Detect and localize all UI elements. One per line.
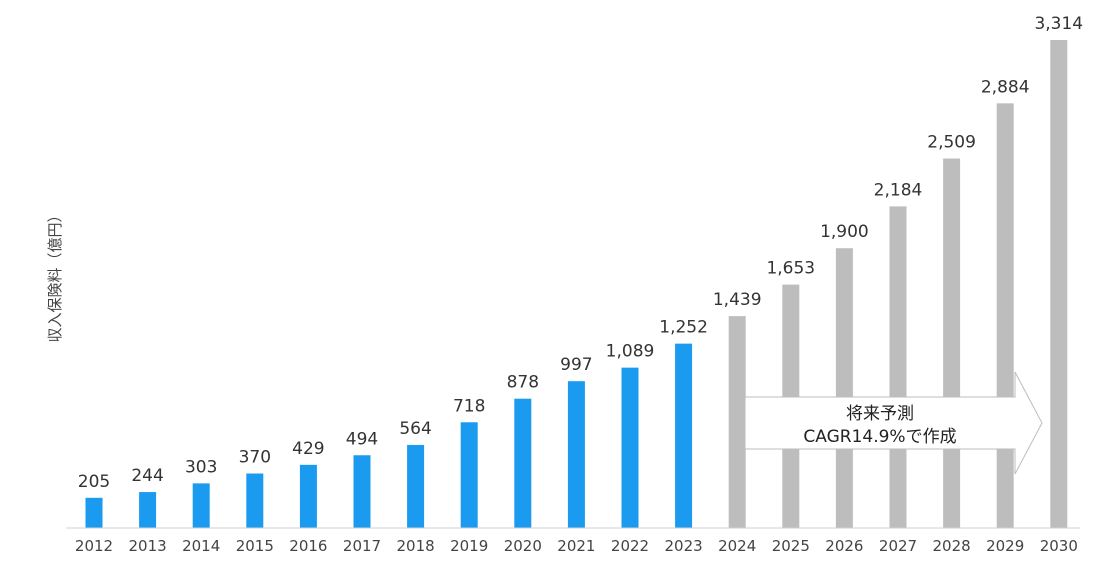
bar-2013 bbox=[139, 492, 157, 528]
value-label-2023: 1,252 bbox=[659, 318, 708, 338]
x-tick-label-2021: 2021 bbox=[557, 537, 595, 555]
value-label-2019: 718 bbox=[453, 396, 485, 416]
bar-2019 bbox=[460, 422, 478, 528]
bar-2023 bbox=[675, 343, 693, 528]
x-tick-label-2026: 2026 bbox=[825, 537, 863, 555]
value-label-2026: 1,900 bbox=[820, 222, 869, 242]
bar-2016 bbox=[299, 464, 317, 528]
x-tick-label-2028: 2028 bbox=[933, 537, 971, 555]
value-label-2012: 205 bbox=[78, 472, 110, 492]
bar-2029 bbox=[996, 103, 1014, 529]
value-label-2024: 1,439 bbox=[713, 290, 762, 310]
x-tick-label-2013: 2013 bbox=[129, 537, 167, 555]
forecast-arrow bbox=[744, 371, 1043, 475]
value-label-2018: 564 bbox=[399, 419, 431, 439]
bar-2027 bbox=[889, 206, 907, 529]
x-tick-label-2029: 2029 bbox=[986, 537, 1024, 555]
value-label-2020: 878 bbox=[507, 373, 539, 393]
value-label-2016: 429 bbox=[292, 439, 324, 459]
forecast-annotation: 将来予測 CAGR14.9%で作成 bbox=[744, 371, 1043, 475]
bars-group: 205 2012 244 2013 303 2014 370 2015 429 2016 494 20… bbox=[75, 14, 1083, 555]
annotation-line1: 将来予測 bbox=[846, 404, 914, 424]
value-label-2013: 244 bbox=[131, 466, 163, 486]
value-label-2015: 370 bbox=[239, 448, 271, 468]
x-tick-label-2020: 2020 bbox=[504, 537, 542, 555]
value-label-2017: 494 bbox=[346, 429, 378, 449]
bar-2018 bbox=[407, 444, 425, 528]
x-tick-label-2019: 2019 bbox=[450, 537, 488, 555]
annotation-line2: CAGR14.9%で作成 bbox=[803, 427, 956, 447]
value-label-2030: 3,314 bbox=[1034, 14, 1083, 34]
x-tick-label-2025: 2025 bbox=[772, 537, 810, 555]
x-tick-label-2018: 2018 bbox=[397, 537, 435, 555]
value-label-2025: 1,653 bbox=[766, 259, 815, 279]
x-tick-label-2016: 2016 bbox=[289, 537, 327, 555]
value-label-2027: 2,184 bbox=[874, 180, 923, 200]
y-axis-label: 収入保険料（億円） bbox=[46, 207, 64, 342]
bar-2017 bbox=[353, 455, 371, 528]
value-label-2021: 997 bbox=[560, 355, 592, 375]
bar-2014 bbox=[192, 483, 210, 528]
bar-2026 bbox=[835, 248, 853, 528]
x-tick-label-2022: 2022 bbox=[611, 537, 649, 555]
x-tick-label-2027: 2027 bbox=[879, 537, 917, 555]
x-tick-label-2017: 2017 bbox=[343, 537, 381, 555]
bar-2028 bbox=[943, 158, 961, 528]
x-tick-label-2015: 2015 bbox=[236, 537, 274, 555]
x-tick-label-2014: 2014 bbox=[182, 537, 220, 555]
x-tick-label-2030: 2030 bbox=[1040, 537, 1078, 555]
bar-2021 bbox=[567, 381, 585, 528]
bar-2022 bbox=[621, 367, 639, 528]
bar-2015 bbox=[246, 473, 264, 528]
value-label-2022: 1,089 bbox=[606, 342, 655, 362]
value-label-2029: 2,884 bbox=[981, 77, 1030, 97]
x-tick-label-2024: 2024 bbox=[718, 537, 756, 555]
value-label-2028: 2,509 bbox=[927, 133, 976, 153]
bar-2030 bbox=[1050, 40, 1068, 528]
value-label-2014: 303 bbox=[185, 457, 217, 477]
bar-2012 bbox=[85, 497, 103, 528]
bar-2020 bbox=[514, 398, 532, 528]
bar-2024 bbox=[728, 316, 746, 528]
x-tick-label-2023: 2023 bbox=[665, 537, 703, 555]
x-tick-label-2012: 2012 bbox=[75, 537, 113, 555]
